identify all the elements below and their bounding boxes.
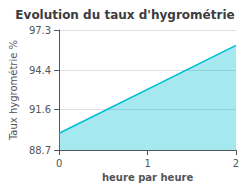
svg-text:94.4: 94.4: [29, 65, 51, 76]
svg-text:Evolution du taux d'hygrométri: Evolution du taux d'hygrométrie: [15, 8, 234, 22]
svg-text:heure par heure: heure par heure: [102, 172, 193, 183]
svg-text:2: 2: [233, 158, 239, 169]
svg-text:1: 1: [144, 158, 150, 169]
svg-text:Taux hygrométrie %: Taux hygrométrie %: [8, 40, 19, 141]
svg-text:88.7: 88.7: [29, 145, 51, 156]
svg-text:97.3: 97.3: [29, 25, 51, 36]
svg-text:91.6: 91.6: [29, 104, 51, 115]
svg-text:0: 0: [56, 158, 62, 169]
